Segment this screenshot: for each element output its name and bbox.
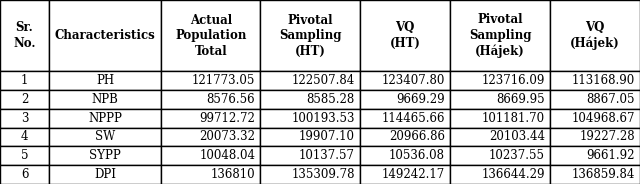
Bar <box>260 128 360 146</box>
Text: DPI: DPI <box>94 168 116 181</box>
Bar <box>161 0 260 71</box>
Text: 9669.29: 9669.29 <box>397 93 445 106</box>
Bar <box>550 90 640 109</box>
Bar <box>450 0 550 71</box>
Text: VQ
(HT): VQ (HT) <box>390 21 420 50</box>
Text: 123716.09: 123716.09 <box>481 74 545 87</box>
Text: 121773.05: 121773.05 <box>192 74 255 87</box>
Bar <box>0 128 49 146</box>
Text: Actual
Population
Total: Actual Population Total <box>175 14 246 58</box>
Bar <box>360 128 450 146</box>
Text: 10048.04: 10048.04 <box>199 149 255 162</box>
Text: 99712.72: 99712.72 <box>200 112 255 125</box>
Bar <box>260 109 360 128</box>
Text: 8576.56: 8576.56 <box>207 93 255 106</box>
Text: 19227.28: 19227.28 <box>579 130 635 144</box>
Text: 114465.66: 114465.66 <box>381 112 445 125</box>
Text: SW: SW <box>95 130 115 144</box>
Bar <box>450 90 550 109</box>
Bar <box>49 165 161 184</box>
Bar <box>260 165 360 184</box>
Bar <box>450 165 550 184</box>
Bar <box>0 0 49 71</box>
Text: 8669.95: 8669.95 <box>496 93 545 106</box>
Text: 10536.08: 10536.08 <box>389 149 445 162</box>
Text: 8585.28: 8585.28 <box>307 93 355 106</box>
Bar <box>550 146 640 165</box>
Bar <box>360 0 450 71</box>
Bar <box>260 0 360 71</box>
Bar <box>161 90 260 109</box>
Text: Characteristics: Characteristics <box>54 29 156 42</box>
Text: 1: 1 <box>21 74 28 87</box>
Text: 135309.78: 135309.78 <box>291 168 355 181</box>
Bar <box>260 71 360 90</box>
Text: Sr.
No.: Sr. No. <box>13 21 36 50</box>
Bar <box>161 146 260 165</box>
Bar <box>450 109 550 128</box>
Text: 104968.67: 104968.67 <box>572 112 635 125</box>
Bar <box>49 128 161 146</box>
Text: 113168.90: 113168.90 <box>572 74 635 87</box>
Bar <box>260 146 360 165</box>
Bar <box>0 109 49 128</box>
Bar <box>360 71 450 90</box>
Text: 123407.80: 123407.80 <box>381 74 445 87</box>
Text: 20966.86: 20966.86 <box>389 130 445 144</box>
Text: 136859.84: 136859.84 <box>572 168 635 181</box>
Text: 20103.44: 20103.44 <box>489 130 545 144</box>
Text: 19907.10: 19907.10 <box>299 130 355 144</box>
Text: 6: 6 <box>20 168 28 181</box>
Bar <box>550 128 640 146</box>
Text: NPPP: NPPP <box>88 112 122 125</box>
Bar <box>550 165 640 184</box>
Bar <box>0 90 49 109</box>
Bar <box>49 109 161 128</box>
Bar <box>0 146 49 165</box>
Bar <box>360 109 450 128</box>
Bar <box>49 71 161 90</box>
Bar <box>49 90 161 109</box>
Text: 3: 3 <box>20 112 28 125</box>
Bar <box>360 90 450 109</box>
Bar <box>450 146 550 165</box>
Text: VQ
(Hájek): VQ (Hájek) <box>570 21 620 50</box>
Text: NPB: NPB <box>92 93 118 106</box>
Text: 4: 4 <box>20 130 28 144</box>
Text: 10237.55: 10237.55 <box>489 149 545 162</box>
Text: 136644.29: 136644.29 <box>481 168 545 181</box>
Text: 20073.32: 20073.32 <box>199 130 255 144</box>
Bar <box>161 71 260 90</box>
Bar <box>550 0 640 71</box>
Bar <box>450 71 550 90</box>
Bar <box>550 71 640 90</box>
Bar <box>260 90 360 109</box>
Bar <box>360 165 450 184</box>
Text: 10137.57: 10137.57 <box>299 149 355 162</box>
Bar <box>161 165 260 184</box>
Text: 122507.84: 122507.84 <box>292 74 355 87</box>
Bar <box>161 128 260 146</box>
Text: 9661.92: 9661.92 <box>586 149 635 162</box>
Text: 2: 2 <box>21 93 28 106</box>
Text: Pivotal
Sampling
(Hájek): Pivotal Sampling (Hájek) <box>468 13 531 58</box>
Text: 101181.70: 101181.70 <box>481 112 545 125</box>
Text: 5: 5 <box>20 149 28 162</box>
Bar <box>49 0 161 71</box>
Bar <box>161 109 260 128</box>
Text: 149242.17: 149242.17 <box>382 168 445 181</box>
Bar <box>360 146 450 165</box>
Bar <box>0 165 49 184</box>
Text: 100193.53: 100193.53 <box>291 112 355 125</box>
Text: Pivotal
Sampling
(HT): Pivotal Sampling (HT) <box>279 14 342 58</box>
Bar <box>0 71 49 90</box>
Text: 8867.05: 8867.05 <box>586 93 635 106</box>
Text: 136810: 136810 <box>211 168 255 181</box>
Bar <box>450 128 550 146</box>
Bar <box>550 109 640 128</box>
Bar <box>49 146 161 165</box>
Text: SYPP: SYPP <box>89 149 121 162</box>
Text: PH: PH <box>96 74 114 87</box>
